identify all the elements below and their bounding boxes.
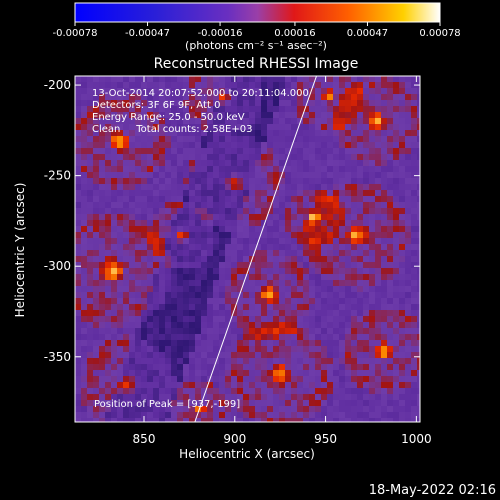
y-tick-label: -350 [44, 350, 71, 364]
x-tick-label: 950 [314, 432, 337, 446]
colorbar-tick-label: 0.00016 [274, 28, 315, 39]
footer-date: 18-May-2022 02:16 [369, 483, 496, 498]
chart-title: Reconstructed RHESSI Image [154, 56, 359, 72]
annotation-clean: Clean Total counts: 2.58E+03 [92, 124, 252, 135]
colorbar-tick-label: -0.00047 [125, 28, 170, 39]
y-axis-ticks: -200 -250 -300 -350 [44, 78, 420, 364]
x-tick-label: 850 [133, 432, 156, 446]
annotation-energy: Energy Range: 25.0 - 50.0 keV [92, 112, 245, 123]
colorbar-tick-label: 0.00078 [419, 28, 460, 39]
colorbar-tick-label: -0.00078 [53, 28, 98, 39]
colorbar-ticks: -0.00078 -0.00047 -0.00016 0.00016 0.00047 0.… [53, 22, 461, 39]
annotation-detectors: Detectors: 3F 6F 9F, Att 0 [92, 100, 220, 111]
plot-frame [74, 75, 421, 423]
solar-limb-line [194, 75, 317, 423]
annotation-time-range: 13-Oct-2014 20:07:52.000 to 20:11:04.000 [92, 88, 309, 99]
x-axis-label: Heliocentric X (arcsec) [179, 447, 315, 461]
colorbar-unit-label: (photons cm⁻² s⁻¹ asec⁻²) [185, 39, 327, 52]
heatmap-image [75, 76, 420, 422]
colorbar-tick-label: 0.00047 [347, 28, 388, 39]
x-tick-label: 1000 [401, 432, 432, 446]
x-tick-label: 900 [223, 432, 246, 446]
y-tick-label: -250 [44, 169, 71, 183]
y-tick-label: -300 [44, 259, 71, 273]
x-axis-ticks: 850 900 950 1000 [133, 76, 432, 446]
y-tick-label: -200 [44, 78, 71, 92]
colorbar [74, 2, 441, 23]
y-axis-label: Heliocentric Y (arcsec) [13, 183, 27, 318]
annotation-peak: Position of Peak = [937,-199] [94, 399, 240, 410]
colorbar-tick-label: -0.00016 [198, 28, 243, 39]
